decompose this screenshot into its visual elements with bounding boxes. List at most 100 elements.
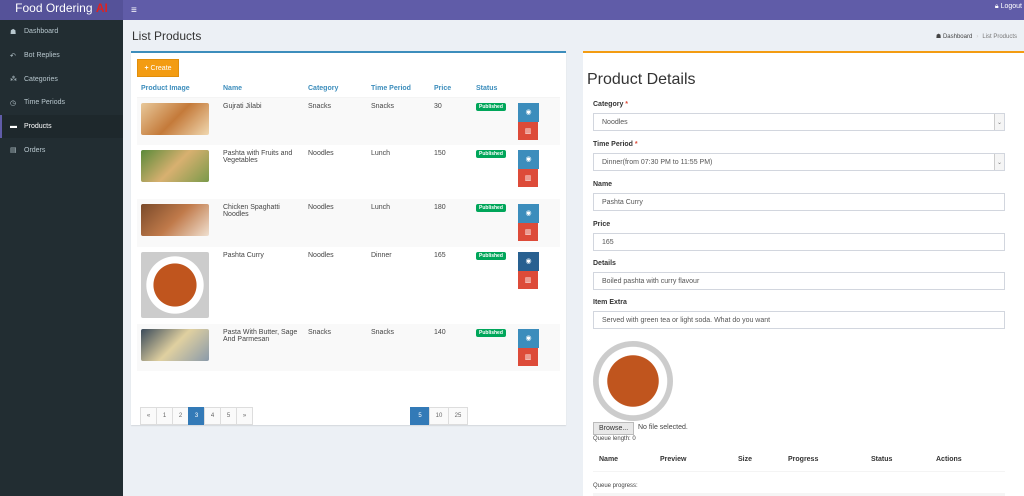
product-price: 165 (434, 251, 446, 259)
delete-button[interactable]: ▥ (518, 121, 538, 140)
product-thumbnail (141, 203, 209, 236)
status-badge: Published (476, 102, 506, 111)
lock-icon: 🔒︎ (994, 3, 999, 10)
product-name: Gujrati Jilabi (219, 97, 304, 145)
column-header[interactable]: Name (219, 81, 304, 98)
delete-button[interactable]: ▥ (518, 347, 538, 366)
view-button[interactable]: ◉ (518, 149, 539, 169)
sidebar-item-products[interactable]: ▬ Products (0, 114, 123, 139)
column-header[interactable]: Time Period (367, 81, 430, 98)
column-header[interactable]: Status (472, 81, 514, 98)
status-badge: Published (476, 251, 506, 260)
breadcrumb: ☗ Dashboard › List Products (935, 34, 1017, 40)
trash-icon: ▥ (524, 127, 532, 135)
pagination-page[interactable]: 3 (188, 407, 205, 425)
queue-progress-label: Queue progress: (593, 483, 638, 489)
time-period-select[interactable]: Dinner(from 07:30 PM to 11:55 PM) ⌄ (593, 153, 1005, 171)
pagination-page[interactable]: 5 (220, 407, 237, 425)
view-button[interactable]: ◉ (518, 203, 539, 223)
logout-link[interactable]: 🔒︎ Logout (994, 3, 1022, 10)
queue-column-header: Progress (788, 456, 819, 463)
category-select[interactable]: Noodles ⌄ (593, 113, 1005, 131)
product-price: 150 (434, 149, 446, 157)
trash-icon: ▥ (524, 174, 532, 182)
trash-icon: ▥ (524, 228, 532, 236)
product-category: Snacks (304, 97, 367, 145)
sidebar-item-time-periods[interactable]: ◷ Time Periods (0, 91, 123, 115)
name-label: Name (593, 181, 613, 188)
sidebar-item-label: Categories (24, 75, 58, 83)
view-button[interactable]: ◉ (518, 251, 539, 271)
sidebar-item-orders[interactable]: ▤ Orders (0, 138, 123, 162)
dashboard-icon: ☗ (10, 28, 17, 36)
create-button[interactable]: + Create (137, 59, 179, 77)
view-button[interactable]: ◉ (518, 102, 539, 122)
product-category: Noodles (308, 251, 334, 259)
trash-icon: ▥ (524, 353, 532, 361)
breadcrumb-current: List Products (982, 34, 1017, 40)
top-navbar: Food Ordering AI ≡ 🔒︎ Logout (0, 0, 1024, 20)
product-thumbnail (141, 149, 209, 182)
page-size-option[interactable]: 25 (448, 407, 468, 425)
product-time-period: Lunch (367, 198, 430, 247)
product-name: Chicken Spaghatti Noodles (219, 198, 304, 247)
product-name: Pashta with Fruits and Vegetables (223, 149, 293, 164)
column-header-actions (514, 81, 560, 98)
sidebar-toggle-icon[interactable]: ≡ (131, 4, 137, 16)
product-category: Noodles (304, 198, 367, 247)
name-input[interactable]: Pashta Curry (593, 193, 1005, 211)
column-header[interactable]: Category (304, 81, 367, 98)
time-period-label: Time Period * (593, 141, 638, 148)
page-size-option[interactable]: 5 (410, 407, 430, 425)
reply-icon: ↶ (10, 52, 16, 60)
table-row[interactable]: Pashta with Fruits and Vegetables Noodle… (137, 145, 560, 199)
sidebar: ☗ Dashboard ↶ Bot Replies ⁂ Categories ◷ Time P… (0, 20, 123, 496)
queue-column-header: Status (871, 456, 893, 463)
table-row[interactable]: Gujrati Jilabi Snacks Snacks 30 Publishe… (137, 97, 560, 145)
item-extra-label: Item Extra (593, 299, 627, 306)
coffee-icon: ▬ (10, 123, 17, 131)
pagination-page[interactable]: 2 (172, 407, 189, 425)
category-label: Category * (593, 101, 629, 108)
product-price: 30 (430, 97, 472, 145)
table-row[interactable]: Pasta With Butter, Sage And Parmesan Sna… (137, 323, 560, 371)
sidebar-item-label: Time Periods (24, 99, 65, 107)
details-input[interactable]: Boiled pashta with curry flavour (593, 272, 1005, 290)
column-header[interactable]: Price (430, 81, 472, 98)
sidebar-item-categories[interactable]: ⁂ Categories (0, 67, 123, 91)
breadcrumb-home[interactable]: ☗ Dashboard (935, 34, 973, 40)
product-thumbnail (141, 328, 209, 361)
pagination-prev[interactable]: « (140, 407, 157, 425)
column-header[interactable]: Product Image (137, 81, 219, 98)
sidebar-item-dashboard[interactable]: ☗ Dashboard (0, 20, 123, 44)
item-extra-input[interactable]: Served with green tea or light soda. Wha… (593, 311, 1005, 329)
view-button[interactable]: ◉ (518, 328, 539, 348)
table-row[interactable]: Chicken Spaghatti Noodles Noodles Lunch … (137, 198, 560, 247)
eye-icon: ◉ (525, 335, 532, 342)
pagination-page[interactable]: 1 (156, 407, 173, 425)
no-file-text: No file selected. (638, 424, 688, 431)
sidebar-item-label: Orders (24, 146, 46, 154)
app-logo[interactable]: Food Ordering AI (0, 0, 123, 20)
product-time-period: Snacks (367, 97, 430, 145)
page-title: List Products (132, 29, 202, 43)
delete-button[interactable]: ▥ (518, 222, 538, 241)
page-size-option[interactable]: 10 (429, 407, 449, 425)
trash-icon: ▥ (524, 276, 532, 284)
pagination-page[interactable]: 4 (204, 407, 221, 425)
chevron-down-icon: ⌄ (994, 154, 1004, 170)
delete-button[interactable]: ▥ (518, 168, 538, 187)
price-input[interactable]: 165 (593, 233, 1005, 251)
sidebar-item-bot-replies[interactable]: ↶ Bot Replies (0, 44, 123, 68)
table-row[interactable]: Pashta Curry Noodles Dinner 165 Publishe… (137, 247, 560, 324)
product-thumbnail (141, 102, 209, 135)
details-label: Details (593, 260, 616, 267)
product-category: Snacks (304, 323, 367, 371)
status-badge: Published (476, 328, 506, 337)
dashboard-icon: ☗ (935, 34, 942, 40)
pagination-next[interactable]: » (236, 407, 253, 425)
browse-button[interactable]: Browse... (593, 422, 635, 435)
status-badge: Published (476, 203, 506, 212)
delete-button[interactable]: ▥ (518, 270, 538, 289)
eye-icon: ◉ (525, 258, 532, 265)
